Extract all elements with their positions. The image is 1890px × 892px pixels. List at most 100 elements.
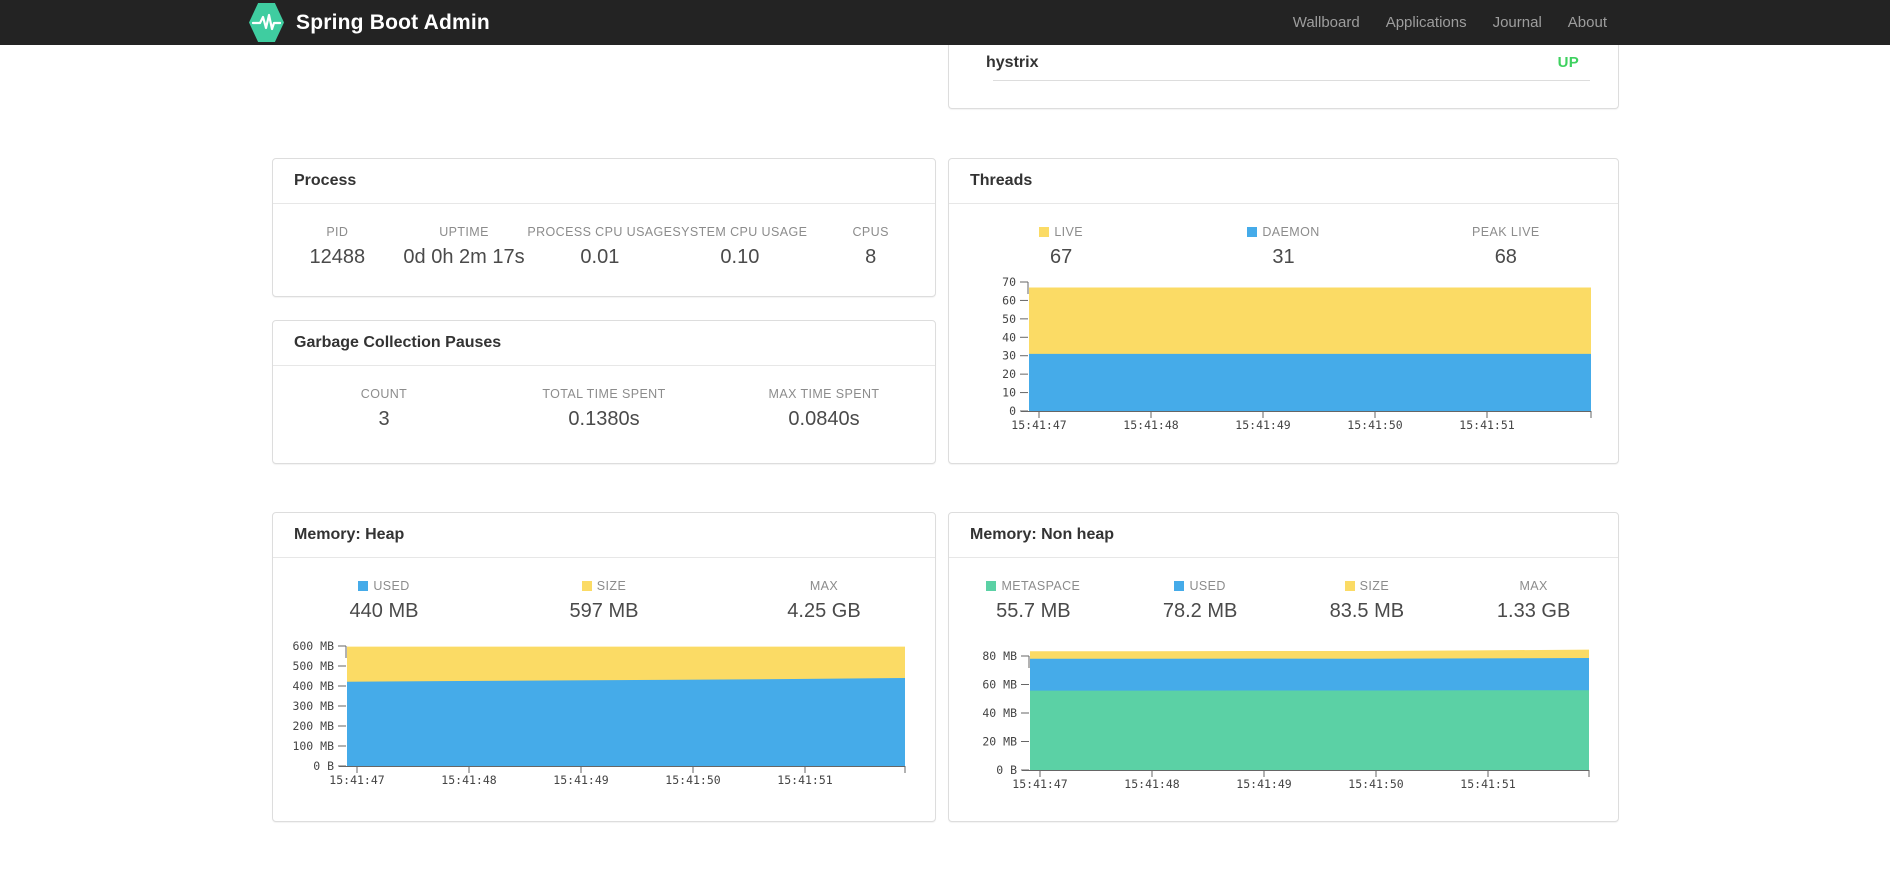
- metric-value-max-time-spent: 0.0840s: [788, 408, 860, 430]
- panel-title-gc: Garbage Collection Pauses: [294, 334, 502, 351]
- threads-chart: 0 10 20 30 40 50 60 70 15:41:47 15:41:48 15:41:49 1…: [1002, 276, 1592, 432]
- metric-value-size: 83.5 MB: [1329, 600, 1405, 622]
- process-panel: Process PID 12488 UPTIME 0d 0h 2m 17s PROCES…: [272, 158, 936, 297]
- svg-text:20 MB: 20 MB: [982, 735, 1017, 749]
- panel-title-threads: Threads: [970, 172, 1033, 189]
- memory-nonheap-panel: Memory: Non heap METASPACE 55.7 MB USED 78.…: [948, 512, 1619, 822]
- metric-max: MAX 4.25 GB: [714, 579, 934, 623]
- panel-heading: Threads: [949, 159, 1618, 204]
- svg-text:15:41:51: 15:41:51: [1459, 418, 1514, 432]
- nav-item-applications[interactable]: Applications: [1385, 14, 1467, 31]
- svg-text:15:41:48: 15:41:48: [1124, 777, 1179, 791]
- legend-swatch-size: [1344, 581, 1355, 591]
- svg-text:0: 0: [1009, 404, 1016, 418]
- app-brand[interactable]: Spring Boot Admin: [249, 0, 490, 45]
- applications-status-panel: hystrix UP: [948, 45, 1619, 109]
- svg-text:15:41:50: 15:41:50: [1348, 777, 1403, 791]
- svg-text:15:41:49: 15:41:49: [553, 773, 608, 787]
- nav-item-journal[interactable]: Journal: [1492, 14, 1542, 31]
- nonheap-legend: METASPACE 55.7 MB USED 78.2 MB SIZE 83.5 MB MA…: [950, 579, 1617, 623]
- panel-title-nonheap: Memory: Non heap: [970, 526, 1115, 543]
- metric-daemon: DAEMON 31: [1172, 225, 1394, 269]
- metric-max-time-spent: MAX TIME SPENT 0.0840s: [714, 387, 934, 431]
- metric-cpus: CPUS 8: [807, 225, 934, 269]
- metric-label-max-time-spent: MAX TIME SPENT: [768, 387, 880, 401]
- svg-text:15:41:51: 15:41:51: [777, 773, 832, 787]
- metric-value-peak-live: 68: [1494, 246, 1517, 268]
- row-divider: [993, 80, 1590, 81]
- metric-value-pid: 12488: [309, 246, 366, 268]
- nav-links: Wallboard Applications Journal About: [1280, 0, 1620, 45]
- metric-pid: PID 12488: [274, 225, 401, 269]
- svg-text:15:41:48: 15:41:48: [441, 773, 496, 787]
- svg-text:60: 60: [1002, 293, 1016, 307]
- metric-value-size: 597 MB: [569, 600, 639, 622]
- metric-label-used: USED: [1117, 579, 1284, 593]
- legend-swatch-daemon: [1247, 227, 1258, 237]
- svg-text:15:41:49: 15:41:49: [1235, 418, 1290, 432]
- svg-text:0 B: 0 B: [313, 759, 334, 773]
- brand-title: Spring Boot Admin: [296, 10, 490, 34]
- svg-text:15:41:49: 15:41:49: [1236, 777, 1291, 791]
- panel-title-process: Process: [294, 172, 357, 189]
- metric-value-total-time-spent: 0.1380s: [568, 408, 640, 430]
- metric-value-count: 3: [378, 408, 390, 430]
- svg-text:30: 30: [1002, 349, 1016, 363]
- legend-swatch-used: [358, 581, 369, 591]
- metric-label-max: MAX: [809, 579, 839, 593]
- metric-label-total-time-spent: TOTAL TIME SPENT: [542, 387, 666, 401]
- metric-label-metaspace: METASPACE: [950, 579, 1117, 593]
- nav-item-wallboard[interactable]: Wallboard: [1292, 14, 1360, 31]
- metric-label-cpus: CPUS: [852, 225, 889, 239]
- application-name[interactable]: hystrix: [986, 53, 1039, 71]
- metric-value-live: 67: [1050, 246, 1073, 268]
- svg-text:600 MB: 600 MB: [292, 639, 334, 653]
- memory-nonheap-chart: 0 B 20 MB 40 MB 60 MB 80 MB 15:41:47 15:41:48 1…: [982, 649, 1590, 791]
- panel-heading: Process: [273, 159, 935, 204]
- legend-swatch-size: [581, 581, 592, 591]
- nav-item-about[interactable]: About: [1567, 14, 1607, 31]
- metric-process-cpu-usage: PROCESS CPU USAGE 0.01: [527, 225, 672, 269]
- metric-label-count: COUNT: [360, 387, 408, 401]
- metric-label-live: LIVE: [950, 225, 1172, 239]
- svg-text:0 B: 0 B: [996, 763, 1017, 777]
- threads-panel: Threads LIVE 67 DAEMON 31 PEAK LIVE 68 0 10 20 3…: [948, 158, 1619, 464]
- svg-text:15:41:47: 15:41:47: [329, 773, 384, 787]
- legend-swatch-live: [1039, 227, 1050, 237]
- metric-value-used: 78.2 MB: [1162, 600, 1238, 622]
- metric-value-uptime: 0d 0h 2m 17s: [403, 246, 525, 268]
- metric-value-daemon: 31: [1272, 246, 1295, 268]
- svg-text:500 MB: 500 MB: [292, 659, 334, 673]
- metric-live: LIVE 67: [950, 225, 1172, 269]
- legend-swatch-used: [1174, 581, 1185, 591]
- application-row[interactable]: hystrix UP: [949, 45, 1618, 80]
- panel-heading: Memory: Heap: [273, 513, 935, 558]
- metric-value-process-cpu-usage: 0.01: [580, 246, 620, 268]
- metric-label-uptime: UPTIME: [439, 225, 489, 239]
- svg-text:40: 40: [1002, 330, 1016, 344]
- metric-system-cpu-usage: SYSTEM CPU USAGE 0.10: [672, 225, 807, 269]
- threads-legend: LIVE 67 DAEMON 31 PEAK LIVE 68: [950, 225, 1617, 269]
- svg-text:10: 10: [1002, 386, 1016, 400]
- svg-text:60 MB: 60 MB: [982, 678, 1017, 692]
- metric-total-time-spent: TOTAL TIME SPENT 0.1380s: [494, 387, 714, 431]
- metric-size: SIZE 83.5 MB: [1284, 579, 1451, 623]
- svg-text:15:41:47: 15:41:47: [1012, 777, 1067, 791]
- heap-legend: USED 440 MB SIZE 597 MB MAX 4.25 GB: [274, 579, 934, 623]
- metric-used: USED 440 MB: [274, 579, 494, 623]
- metric-value-max: 1.33 GB: [1496, 600, 1571, 622]
- garbage-collection-panel: Garbage Collection Pauses COUNT 3 TOTAL TI…: [272, 320, 936, 464]
- metric-label-peak-live: PEAK LIVE: [1472, 225, 1540, 239]
- metric-uptime: UPTIME 0d 0h 2m 17s: [401, 225, 528, 269]
- panel-title-heap: Memory: Heap: [294, 526, 405, 543]
- panel-heading: Garbage Collection Pauses: [273, 321, 935, 366]
- metric-used: USED 78.2 MB: [1117, 579, 1284, 623]
- metric-value-used: 440 MB: [349, 600, 419, 622]
- navbar: Spring Boot Admin Wallboard Applications J…: [0, 0, 1890, 45]
- svg-text:200 MB: 200 MB: [292, 719, 334, 733]
- svg-text:100 MB: 100 MB: [292, 739, 334, 753]
- metric-metaspace: METASPACE 55.7 MB: [950, 579, 1117, 623]
- svg-text:15:41:50: 15:41:50: [665, 773, 720, 787]
- metric-value-system-cpu-usage: 0.10: [720, 246, 760, 268]
- svg-text:50: 50: [1002, 312, 1016, 326]
